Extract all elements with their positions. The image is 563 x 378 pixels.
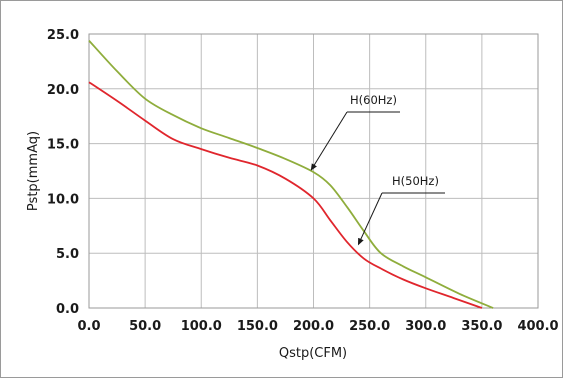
x-tick-label: 350.0 — [461, 319, 502, 334]
annotation-60hz: H(60Hz) — [310, 93, 400, 171]
annotation-arrow — [310, 111, 348, 171]
plot-area — [88, 33, 539, 309]
x-tick-label: 0.0 — [77, 319, 100, 334]
x-tick-label: 50.0 — [129, 319, 161, 334]
y-tick-label: 25.0 — [47, 28, 79, 43]
annotation-50hz: H(50Hz) — [357, 174, 445, 246]
annotation-label: H(60Hz) — [350, 93, 397, 107]
x-tick-label: 250.0 — [349, 319, 390, 334]
y-tick-label: 5.0 — [56, 247, 79, 262]
x-tick-label: 100.0 — [181, 319, 222, 334]
series-line-60hz — [88, 39, 494, 309]
annotation-label: H(50Hz) — [392, 174, 439, 188]
y-tick-labels: 25.0 20.0 15.0 10.0 5.0 0.0 — [47, 28, 79, 317]
y-axis-title: Pstp(mmAq) — [26, 131, 41, 211]
y-tick-label: 10.0 — [47, 192, 79, 207]
grid-lines — [88, 33, 539, 309]
y-tick-label: 20.0 — [47, 83, 79, 98]
x-tick-label: 150.0 — [237, 319, 278, 334]
annotation-arrow — [357, 192, 383, 246]
series-line-50hz — [88, 81, 483, 309]
x-tick-label: 200.0 — [293, 319, 334, 334]
x-tick-labels: 0.0 50.0 100.0 150.0 200.0 250.0 300.0 350.0 400… — [77, 319, 558, 334]
series-layer — [88, 39, 494, 309]
x-axis-title: Qstp(CFM) — [279, 346, 347, 361]
y-tick-label: 15.0 — [47, 138, 79, 153]
x-tick-label: 400.0 — [517, 319, 558, 334]
y-tick-label: 0.0 — [56, 302, 79, 317]
annotations: H(60Hz) H(50Hz) — [310, 93, 445, 246]
x-tick-label: 300.0 — [405, 319, 446, 334]
